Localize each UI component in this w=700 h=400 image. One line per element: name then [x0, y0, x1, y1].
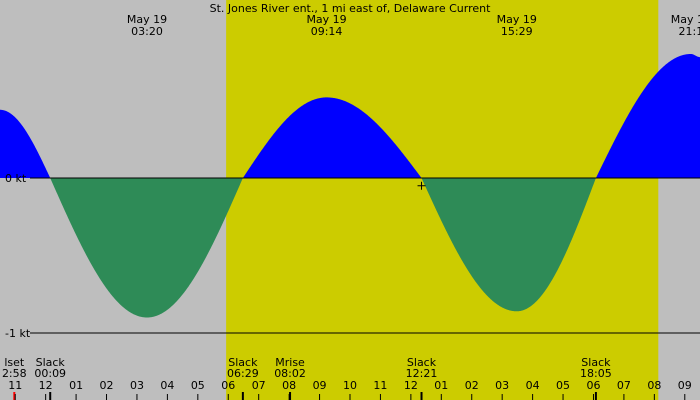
- extreme-date-label: May 19: [497, 13, 537, 26]
- event-label: lset: [4, 356, 25, 369]
- event-time: 00:09: [34, 367, 66, 380]
- flood-area: [0, 54, 700, 178]
- event-label: Mrise: [275, 356, 305, 369]
- event-label: Slack: [228, 356, 258, 369]
- extreme-date-label: May 19: [671, 13, 700, 26]
- hour-tick-label: 11: [8, 379, 22, 392]
- event-time: 08:02: [274, 367, 306, 380]
- hour-tick-label: 06: [586, 379, 600, 392]
- hour-tick-label: 09: [313, 379, 327, 392]
- extreme-time-label: 03:20: [131, 25, 163, 38]
- extreme-date-label: May 19: [127, 13, 167, 26]
- hour-tick-label: 02: [465, 379, 479, 392]
- ebb-area: [0, 178, 700, 318]
- hour-tick-label: 04: [526, 379, 540, 392]
- extreme-time-label: 15:29: [501, 25, 533, 38]
- hour-tick-label: 08: [282, 379, 296, 392]
- hour-tick-label: 05: [191, 379, 205, 392]
- hour-tick-label: 04: [160, 379, 174, 392]
- hour-tick-label: 07: [617, 379, 631, 392]
- event-time: 12:21: [406, 367, 438, 380]
- extreme-time-label: 09:14: [311, 25, 343, 38]
- event-time: 18:05: [580, 367, 612, 380]
- hour-tick-label: 12: [404, 379, 418, 392]
- chart-title: St. Jones River ent., 1 mi east of, Dela…: [210, 2, 491, 15]
- hour-tick-label: 11: [373, 379, 387, 392]
- hour-tick-label: 07: [252, 379, 266, 392]
- event-label: Slack: [581, 356, 611, 369]
- hour-tick-label: 03: [130, 379, 144, 392]
- hour-tick-label: 12: [39, 379, 53, 392]
- hour-tick-label: 09: [678, 379, 692, 392]
- hour-tick-label: 01: [69, 379, 83, 392]
- y-tick-label: -1 kt: [5, 327, 31, 340]
- hour-tick-label: 08: [647, 379, 661, 392]
- y-tick-label: 0 kt: [5, 172, 27, 185]
- hour-tick-label: 10: [343, 379, 357, 392]
- hour-tick-label: 05: [556, 379, 570, 392]
- event-time: 06:29: [227, 367, 259, 380]
- event-time: 2:58: [2, 367, 27, 380]
- extreme-date-label: May 19: [306, 13, 346, 26]
- hour-tick-label: 06: [221, 379, 235, 392]
- hour-tick-label: 01: [434, 379, 448, 392]
- extreme-time-label: 21:1: [679, 25, 700, 38]
- hour-tick-label: 03: [495, 379, 509, 392]
- event-label: Slack: [36, 356, 66, 369]
- hour-tick-label: 02: [100, 379, 114, 392]
- event-label: Slack: [407, 356, 437, 369]
